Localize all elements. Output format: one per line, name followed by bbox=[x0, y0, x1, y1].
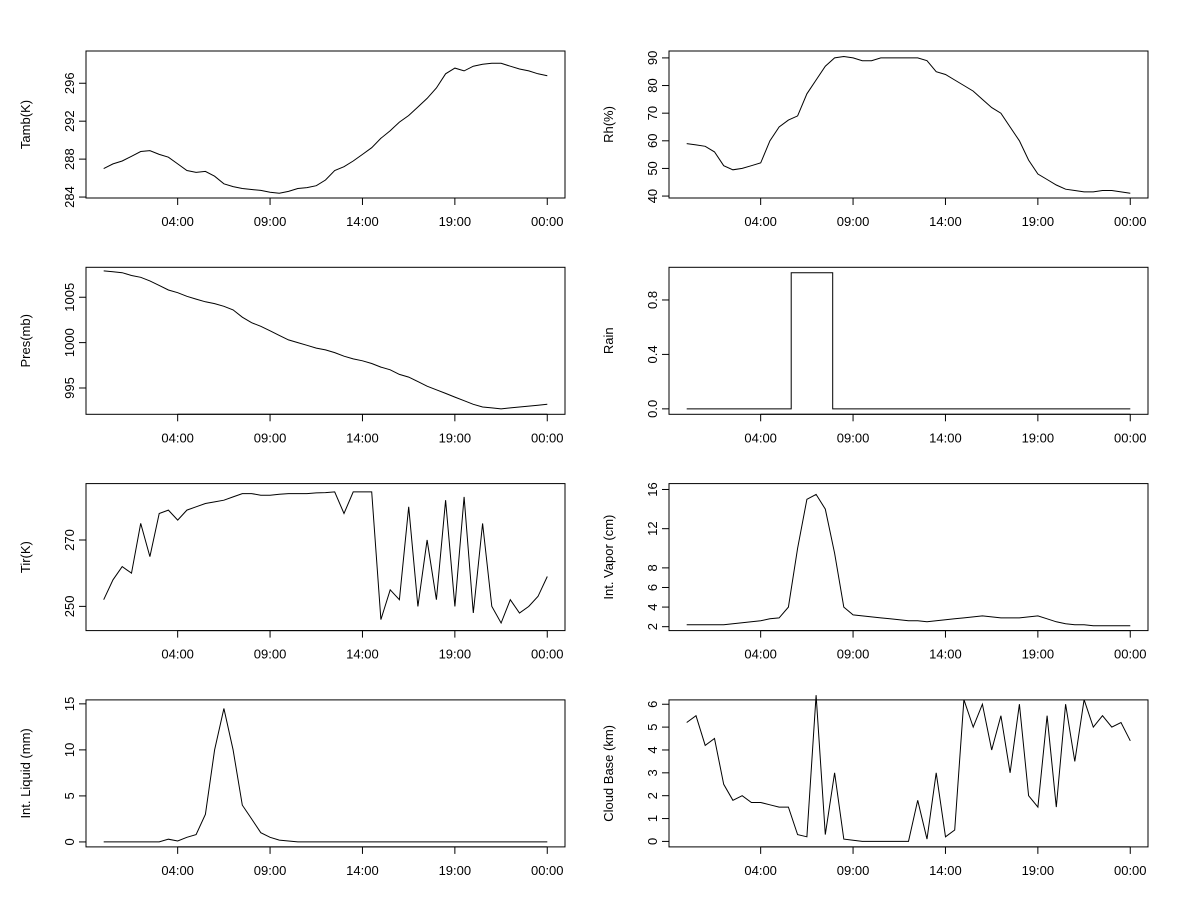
x-tick-label: 04:00 bbox=[161, 430, 194, 445]
y-tick-label: 15 bbox=[62, 697, 77, 711]
y-tick-label: 0 bbox=[62, 838, 77, 845]
y-tick-label: 296 bbox=[62, 72, 77, 94]
x-tick-label: 09:00 bbox=[254, 647, 287, 662]
y-tick-label: 10 bbox=[62, 743, 77, 757]
y-tick-label: 2 bbox=[645, 623, 660, 630]
y-tick-label: 1000 bbox=[62, 328, 77, 357]
plot-frame bbox=[668, 699, 1149, 848]
x-tick-label: 09:00 bbox=[254, 863, 287, 878]
y-axis-label: Int. Liquid (mm) bbox=[18, 728, 33, 818]
y-tick-label: 1 bbox=[645, 815, 660, 822]
x-tick-label: 04:00 bbox=[744, 647, 777, 662]
y-tick-label: 2 bbox=[645, 792, 660, 799]
x-tick-label: 04:00 bbox=[161, 214, 194, 229]
x-tick-label: 04:00 bbox=[161, 647, 194, 662]
y-tick-label: 0 bbox=[645, 838, 660, 845]
data-line bbox=[686, 55, 1131, 194]
plot-frame bbox=[668, 50, 1149, 199]
y-tick-label: 5 bbox=[62, 792, 77, 799]
x-tick-label: 00:00 bbox=[531, 647, 564, 662]
x-tick-label: 09:00 bbox=[254, 430, 287, 445]
y-tick-label: 4 bbox=[645, 603, 660, 610]
x-tick-label: 09:00 bbox=[837, 863, 870, 878]
y-tick-label: 16 bbox=[645, 482, 660, 496]
y-axis-label: Int. Vapor (cm) bbox=[601, 515, 616, 600]
y-tick-label: 288 bbox=[62, 148, 77, 170]
y-axis-label: Rh(%) bbox=[601, 106, 616, 143]
plot-frame bbox=[668, 483, 1149, 632]
x-tick-label: 04:00 bbox=[744, 214, 777, 229]
y-axis-label: Rain bbox=[601, 327, 616, 354]
y-axis-label: Tamb(K) bbox=[18, 100, 33, 149]
y-tick-label: 995 bbox=[62, 377, 77, 399]
y-tick-label: 5 bbox=[645, 723, 660, 730]
y-tick-label: 1005 bbox=[62, 283, 77, 312]
y-tick-label: 90 bbox=[645, 51, 660, 65]
x-tick-label: 04:00 bbox=[744, 863, 777, 878]
x-tick-label: 00:00 bbox=[1114, 430, 1147, 445]
x-tick-label: 14:00 bbox=[929, 430, 962, 445]
x-tick-label: 00:00 bbox=[1114, 863, 1147, 878]
y-tick-label: 12 bbox=[645, 521, 660, 535]
x-tick-label: 14:00 bbox=[346, 430, 379, 445]
y-tick-label: 0.4 bbox=[645, 345, 660, 363]
x-tick-label: 09:00 bbox=[254, 214, 287, 229]
plot-frame bbox=[668, 266, 1149, 415]
plot-frame bbox=[85, 50, 566, 199]
y-tick-label: 40 bbox=[645, 189, 660, 203]
x-tick-label: 04:00 bbox=[744, 430, 777, 445]
y-tick-label: 70 bbox=[645, 106, 660, 120]
x-tick-label: 09:00 bbox=[837, 214, 870, 229]
y-tick-label: 60 bbox=[645, 134, 660, 148]
y-tick-label: 250 bbox=[62, 596, 77, 618]
x-tick-label: 14:00 bbox=[929, 214, 962, 229]
data-line bbox=[103, 708, 548, 843]
y-tick-label: 80 bbox=[645, 78, 660, 92]
y-tick-label: 4 bbox=[645, 746, 660, 753]
data-line bbox=[686, 272, 1131, 410]
x-tick-label: 19:00 bbox=[439, 214, 472, 229]
x-tick-label: 19:00 bbox=[1022, 863, 1055, 878]
y-axis-label: Tir(K) bbox=[18, 541, 33, 573]
x-tick-label: 00:00 bbox=[531, 214, 564, 229]
x-tick-label: 19:00 bbox=[1022, 647, 1055, 662]
x-tick-label: 09:00 bbox=[837, 430, 870, 445]
y-tick-label: 8 bbox=[645, 564, 660, 571]
x-tick-label: 14:00 bbox=[346, 863, 379, 878]
y-tick-label: 270 bbox=[62, 529, 77, 551]
x-tick-label: 00:00 bbox=[1114, 214, 1147, 229]
x-tick-label: 19:00 bbox=[439, 863, 472, 878]
data-line bbox=[103, 62, 548, 194]
x-tick-label: 04:00 bbox=[161, 863, 194, 878]
x-tick-label: 00:00 bbox=[531, 863, 564, 878]
y-tick-label: 0.8 bbox=[645, 291, 660, 309]
x-tick-label: 14:00 bbox=[929, 863, 962, 878]
x-tick-label: 19:00 bbox=[439, 430, 472, 445]
y-tick-label: 3 bbox=[645, 769, 660, 776]
y-axis-label: Cloud Base (km) bbox=[601, 725, 616, 822]
y-tick-label: 292 bbox=[62, 110, 77, 132]
plot-frame bbox=[85, 699, 566, 848]
data-line bbox=[686, 493, 1131, 627]
x-tick-label: 19:00 bbox=[1022, 430, 1055, 445]
y-axis-label: Pres(mb) bbox=[18, 314, 33, 367]
x-tick-label: 00:00 bbox=[1114, 647, 1147, 662]
plot-frame bbox=[85, 266, 566, 415]
y-tick-label: 6 bbox=[645, 701, 660, 708]
x-tick-label: 09:00 bbox=[837, 647, 870, 662]
y-tick-label: 0.0 bbox=[645, 400, 660, 418]
x-tick-label: 14:00 bbox=[929, 647, 962, 662]
y-tick-label: 6 bbox=[645, 584, 660, 591]
data-line bbox=[103, 270, 548, 410]
x-tick-label: 19:00 bbox=[1022, 214, 1055, 229]
x-tick-label: 00:00 bbox=[531, 430, 564, 445]
data-line bbox=[686, 695, 1131, 842]
x-tick-label: 19:00 bbox=[439, 647, 472, 662]
data-line bbox=[103, 491, 548, 625]
x-tick-label: 14:00 bbox=[346, 647, 379, 662]
y-tick-label: 284 bbox=[62, 186, 77, 208]
x-tick-label: 14:00 bbox=[346, 214, 379, 229]
y-tick-label: 50 bbox=[645, 161, 660, 175]
